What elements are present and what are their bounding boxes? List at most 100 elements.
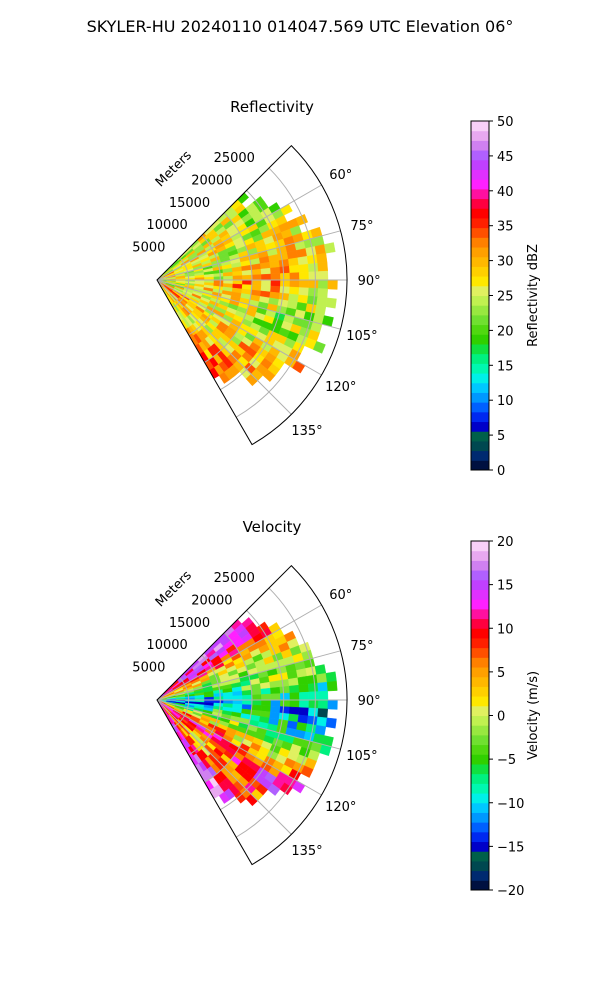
azimuth-gridline: [156, 604, 322, 701]
colorbar-segment: [471, 188, 489, 200]
colorbar-segment: [471, 560, 489, 571]
range-gate: [270, 266, 281, 275]
colorbar-tick-label: −15: [497, 840, 524, 855]
colorbar-segment: [471, 628, 489, 639]
range-gate: [325, 297, 337, 309]
colorbar-segment: [471, 541, 489, 552]
colorbar-segment: [471, 793, 489, 804]
colorbar-segment: [471, 841, 489, 852]
colorbar-tick-label: 15: [497, 579, 514, 594]
figure-suptitle: SKYLER-HU 20240110 014047.569 UTC Elevat…: [87, 17, 514, 36]
azimuth-tick-label: 120°: [325, 380, 356, 395]
range-gate: [280, 272, 291, 281]
range-gate: [270, 279, 281, 287]
colorbar-segment: [471, 256, 489, 267]
range-gate: [251, 268, 262, 276]
range-gate: [232, 275, 243, 281]
range-gate: [222, 271, 234, 277]
colorbar-segment: [471, 285, 489, 296]
colorbar-segment: [471, 676, 489, 687]
colorbar-segment: [471, 715, 489, 726]
colorbar-segment: [471, 802, 489, 813]
range-gate: [241, 269, 253, 276]
colorbar-segment: [471, 734, 489, 746]
colorbar-segment: [471, 618, 489, 629]
radial-tick-label: 5000: [132, 661, 165, 676]
colorbar-segment: [471, 276, 489, 287]
range-gate: [289, 692, 300, 701]
colorbar-tick-label: 20: [497, 535, 514, 550]
range-gate: [307, 682, 319, 693]
range-gate: [279, 706, 291, 715]
azimuth-tick-label: 60°: [329, 588, 352, 603]
range-gate: [289, 264, 300, 274]
range-gate: [270, 273, 281, 281]
colorbar-segment: [471, 647, 489, 658]
range-gate: [261, 273, 272, 281]
range-gate: [232, 690, 243, 697]
range-ring: [188, 234, 221, 336]
range-gate: [242, 279, 253, 286]
range-gate: [270, 699, 281, 707]
azimuth-tick-label: 135°: [291, 424, 322, 439]
range-gate: [280, 692, 291, 701]
range-gate: [297, 255, 309, 266]
range-gate: [234, 791, 247, 804]
azimuth-tick-label: 75°: [350, 639, 373, 654]
sector-outline: [156, 564, 348, 866]
range-gate: [318, 279, 329, 290]
colorbar-segment: [471, 382, 489, 393]
colorbar-segment: [471, 763, 489, 775]
range-gate: [327, 279, 338, 290]
colorbar-segment: [471, 227, 489, 238]
range-gate: [300, 765, 314, 778]
azimuth-tick-label: 75°: [350, 219, 373, 234]
range-gate: [279, 265, 291, 274]
range-gate: [299, 279, 310, 289]
range-gate: [218, 371, 230, 384]
range-gate: [242, 274, 253, 281]
range-gate: [270, 686, 281, 695]
range-gate: [307, 287, 319, 298]
range-gate: [298, 707, 310, 717]
range-gate: [288, 677, 299, 687]
range-gate: [326, 680, 338, 692]
colorbar-segment: [471, 150, 489, 161]
colorbar-segment: [471, 431, 489, 442]
colorbar-segment: [471, 450, 489, 461]
range-gate: [251, 279, 262, 286]
colorbar-segment: [471, 880, 489, 891]
range-gate: [318, 270, 329, 281]
azimuth-tick-label: 105°: [346, 749, 377, 764]
colorbar-tick-label: −5: [497, 753, 516, 768]
range-gate: [261, 279, 272, 287]
colorbar-segment: [471, 159, 489, 170]
range-gate: [305, 246, 317, 257]
range-gate: [325, 717, 337, 729]
colorbar-segment: [471, 130, 489, 141]
range-gate: [298, 683, 310, 693]
range-gate: [251, 688, 262, 696]
range-gate: [270, 705, 281, 714]
range-gate: [251, 274, 262, 281]
range-gate: [278, 678, 290, 688]
range-gate: [289, 699, 300, 708]
radial-tick-label: 20000: [191, 593, 232, 608]
colorbar-segment: [471, 860, 489, 872]
colorbar-tick-label: 30: [497, 255, 514, 270]
colorbar-segment: [471, 705, 489, 716]
radial-tick-label: 15000: [169, 196, 210, 211]
colorbar-segment: [471, 140, 489, 151]
colorbar-segment: [471, 247, 489, 258]
colorbar-segment: [471, 343, 489, 355]
range-gate: [280, 699, 291, 708]
range-ring: [220, 190, 285, 391]
range-gate: [297, 675, 309, 686]
colorbar-segment: [471, 421, 489, 432]
azimuth-gridline: [156, 699, 341, 750]
range-gate: [279, 286, 291, 295]
range-gate: [289, 286, 300, 296]
radial-tick-label: 25000: [214, 571, 255, 586]
radial-tick-label: 10000: [146, 218, 187, 233]
